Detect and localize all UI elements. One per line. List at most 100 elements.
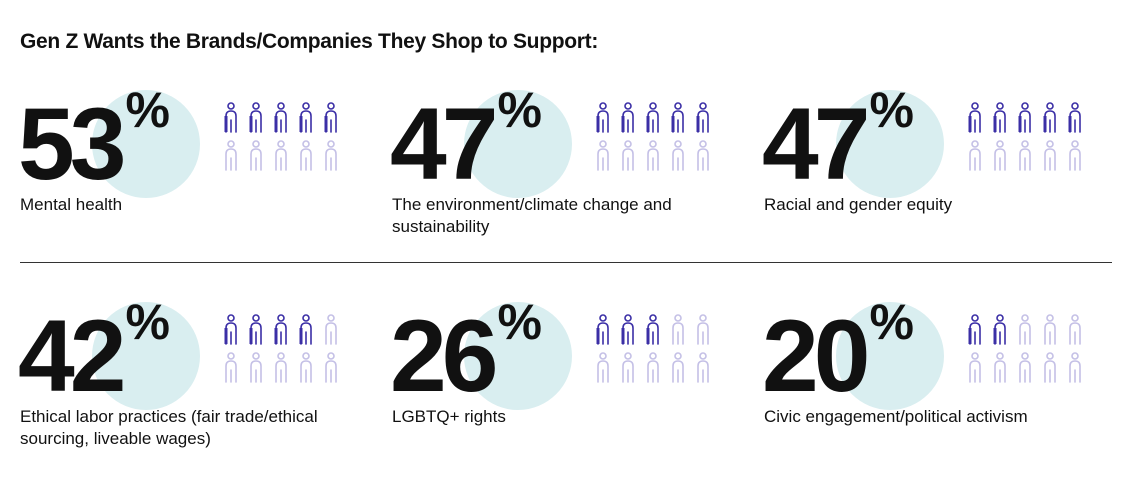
person-icon [1019, 352, 1031, 383]
person-icon [969, 352, 981, 383]
person-icon [993, 314, 1006, 345]
person-icon [596, 102, 609, 133]
stat-number: 53 [18, 87, 126, 201]
stat-percent-sign: % [497, 294, 542, 350]
person-icon [1043, 102, 1056, 133]
stat-percent-sign: % [125, 294, 170, 350]
stat-number: 20 [762, 299, 870, 413]
people-icon-array [224, 314, 337, 383]
person-icon [275, 352, 287, 383]
stat-value: 42% [18, 294, 170, 416]
stat-value: 53% [18, 82, 170, 204]
highlight-circle [464, 302, 572, 410]
person-icon [646, 314, 659, 345]
person-icon [274, 102, 287, 133]
person-icon [697, 140, 709, 171]
person-icon [300, 352, 312, 383]
stat-value: 20% [762, 294, 914, 416]
person-icon [622, 352, 634, 383]
person-icon [1019, 140, 1031, 171]
stat-value: 47% [390, 82, 542, 204]
person-icon [1019, 314, 1031, 345]
person-icon [275, 140, 287, 171]
people-icon-array [596, 314, 709, 383]
stat-label: Civic engagement/political activism [764, 407, 1028, 426]
stat-label: Ethical labor practices (fair trade/ethi… [20, 407, 318, 448]
highlight-circle [92, 90, 200, 198]
stat-percent-sign: % [869, 294, 914, 350]
person-icon [647, 140, 659, 171]
stat-label: Racial and gender equity [764, 195, 953, 214]
people-icon-array [968, 314, 1081, 383]
highlight-circle [464, 90, 572, 198]
person-icon [647, 352, 659, 383]
person-icon [994, 140, 1006, 171]
stat-block: 47% Racial and gender equity [762, 82, 1124, 280]
person-icon [225, 352, 237, 383]
person-icon [1068, 102, 1081, 133]
highlight-circle [836, 302, 944, 410]
stat-label: LGBTQ+ rights [392, 407, 506, 426]
person-icon [1044, 314, 1056, 345]
person-icon [224, 102, 237, 133]
stat-block: 53% Mental health [18, 82, 380, 280]
person-icon [596, 314, 609, 345]
person-icon [968, 314, 981, 345]
person-icon [325, 140, 337, 171]
stat-number: 47 [762, 87, 870, 201]
person-icon [324, 102, 337, 133]
stat-value: 47% [762, 82, 914, 204]
stat-percent-sign: % [497, 82, 542, 138]
person-icon [697, 314, 709, 345]
person-icon [622, 140, 634, 171]
person-icon [697, 352, 709, 383]
person-icon [621, 314, 634, 345]
person-icon [1044, 140, 1056, 171]
stat-label: The environment/climate change and susta… [392, 195, 672, 236]
person-icon [300, 140, 312, 171]
stat-block: 42% Ethical labor practices (fair trade/e… [18, 294, 380, 492]
person-icon [969, 140, 981, 171]
stat-block: 26% LGBTQ+ rights [390, 294, 752, 492]
person-icon [250, 140, 262, 171]
person-icon [225, 140, 237, 171]
person-icon [672, 352, 684, 383]
person-icon [299, 102, 312, 133]
chart-title: Gen Z Wants the Brands/Companies They Sh… [20, 30, 599, 53]
person-icon [1044, 352, 1056, 383]
stat-value: 26% [390, 294, 542, 416]
person-icon [249, 102, 262, 133]
highlight-circle [92, 302, 200, 410]
stat-percent-sign: % [869, 82, 914, 138]
person-icon [274, 314, 287, 345]
person-icon [325, 314, 337, 345]
stat-number: 26 [390, 299, 498, 413]
people-icon-array [596, 102, 709, 171]
person-icon [696, 102, 709, 133]
person-icon [672, 140, 684, 171]
stat-number: 42 [18, 299, 126, 413]
person-icon [299, 314, 312, 345]
highlight-circle [836, 90, 944, 198]
people-icon-array [224, 102, 337, 171]
person-icon [1018, 102, 1031, 133]
person-icon [646, 102, 659, 133]
person-icon [994, 352, 1006, 383]
person-icon [671, 102, 684, 133]
divider [20, 262, 1112, 263]
people-icon-array [968, 102, 1081, 171]
person-icon [597, 140, 609, 171]
person-icon [1069, 314, 1081, 345]
person-icon [1069, 140, 1081, 171]
stat-block: 47% The environment/climate change and su… [390, 82, 752, 280]
person-icon [621, 102, 634, 133]
person-icon [224, 314, 237, 345]
person-icon [1069, 352, 1081, 383]
person-icon [993, 102, 1006, 133]
person-icon [325, 352, 337, 383]
stat-number: 47 [390, 87, 498, 201]
person-icon [249, 314, 262, 345]
stat-percent-sign: % [125, 82, 170, 138]
person-icon [672, 314, 684, 345]
person-icon [597, 352, 609, 383]
